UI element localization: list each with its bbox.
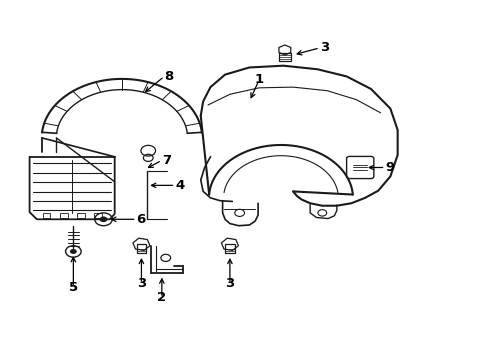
Text: 2: 2 [157, 291, 166, 305]
Text: 4: 4 [175, 179, 184, 192]
Bar [279, 53, 290, 61]
Text: 3: 3 [225, 277, 234, 290]
Bar [42, 213, 50, 217]
Text: 1: 1 [254, 73, 263, 86]
Bar [136, 244, 146, 253]
Text: 6: 6 [136, 213, 145, 226]
Text: 3: 3 [137, 277, 146, 290]
Bar [224, 244, 234, 253]
Text: 9: 9 [385, 161, 394, 174]
Bar [77, 213, 84, 217]
Text: 7: 7 [162, 154, 171, 167]
Circle shape [70, 249, 77, 254]
Circle shape [100, 216, 107, 222]
Bar [94, 213, 102, 217]
Text: 3: 3 [319, 41, 328, 54]
Text: 8: 8 [164, 70, 173, 83]
Bar [60, 213, 67, 217]
Text: 5: 5 [69, 281, 78, 294]
